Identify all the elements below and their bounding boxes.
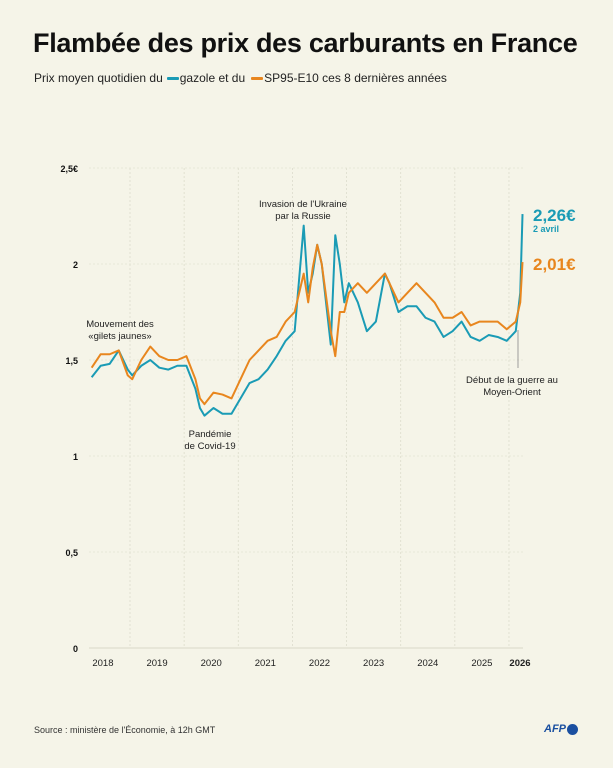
x-tick-label: 2023 <box>363 658 384 669</box>
series-line-sp95 <box>90 243 524 406</box>
end-label-gazole: 2,26€ <box>533 206 576 225</box>
x-tick-label: 2020 <box>201 658 222 669</box>
annotation-label: Début de la guerre au <box>466 375 558 386</box>
annotation-label: Pandémie <box>189 429 232 440</box>
legend-label-sp95: SP95-E10 ces 8 dernières années <box>264 71 447 85</box>
annotation-label: Invasion de l'Ukraine <box>259 199 347 210</box>
logo-dot <box>567 723 578 735</box>
afp-logo: AFP <box>544 723 578 735</box>
annotation-label: Moyen-Orient <box>483 387 541 398</box>
x-tick-label: 2021 <box>255 658 276 669</box>
x-tick-label: 2022 <box>309 658 330 669</box>
end-label-date: 2 avril <box>533 224 559 234</box>
end-label-sp95: 2,01€ <box>533 255 576 274</box>
x-tick-label: 2025 <box>471 658 492 669</box>
x-tick-label: 2018 <box>92 658 113 669</box>
y-tick-label: 0 <box>73 644 78 654</box>
x-tick-label: 2019 <box>146 658 167 669</box>
annotation-label: par la Russie <box>275 211 330 222</box>
subtitle-text: Prix moyen quotidien du <box>34 71 163 85</box>
annotation-label: «gilets jaunes» <box>88 331 151 342</box>
logo-text: AFP <box>544 723 566 735</box>
y-tick-label: 2 <box>73 260 78 270</box>
y-tick-label: 1 <box>73 452 78 462</box>
legend-swatch-gazole <box>166 76 179 80</box>
y-tick-label: 2,5€ <box>60 164 78 174</box>
x-tick-label: 2024 <box>417 658 438 669</box>
y-tick-label: 0,5 <box>65 548 78 558</box>
y-tick-label: 1,5 <box>65 356 78 366</box>
annotation-label: de Covid-19 <box>184 441 235 452</box>
legend-label-gazole: gazole et du <box>179 71 246 85</box>
x-tick-label: 2026 <box>509 658 530 669</box>
annotation-label: Mouvement des <box>86 319 154 330</box>
chart-subtitle: Prix moyen quotidien du gazole et du SP9… <box>34 71 447 85</box>
legend-swatch-sp95 <box>251 76 264 80</box>
source-note: Source : ministère de l'Économie, à 12h … <box>34 725 216 735</box>
chart-title: Flambée des prix des carburants en Franc… <box>33 28 578 58</box>
